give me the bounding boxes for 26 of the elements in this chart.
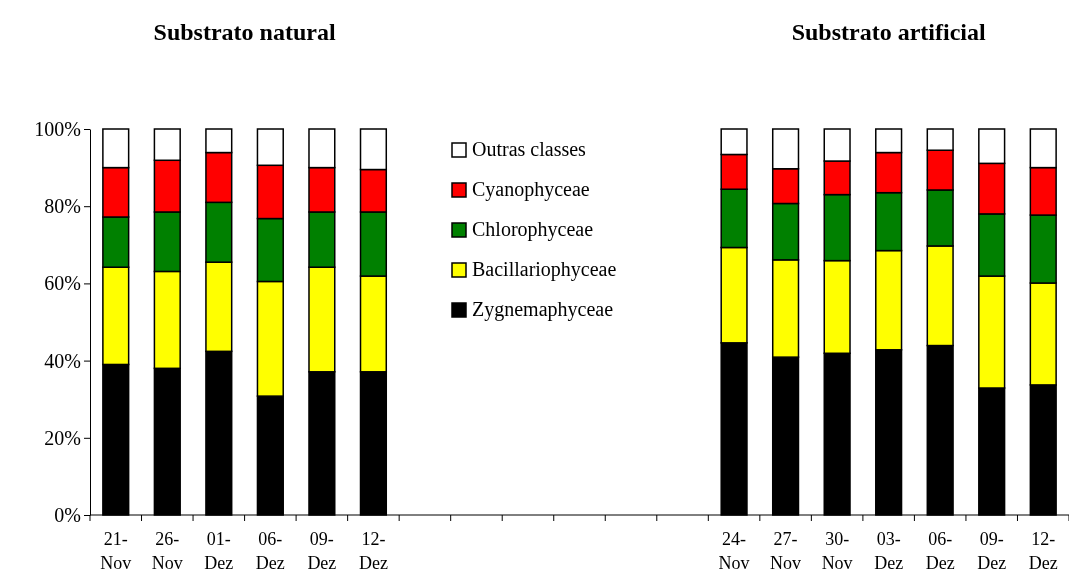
x-tick-label: 26-Nov bbox=[151, 529, 183, 573]
y-tick-label: 100% bbox=[34, 117, 81, 140]
x-tick-label: 12-Dez bbox=[358, 529, 388, 573]
legend-label: Outras classes bbox=[472, 138, 587, 160]
text: Substrato natural bbox=[153, 19, 336, 45]
x-tick-label: 27-Nov bbox=[770, 529, 802, 573]
legend-label: Bacillariophyceae bbox=[472, 258, 617, 281]
x-tick-label: 12-Dez bbox=[1028, 529, 1058, 573]
y-tick-label: 80% bbox=[44, 195, 81, 218]
y-tick-label: 0% bbox=[54, 503, 81, 526]
legend-label: Zygnemaphyceae bbox=[472, 298, 614, 321]
x-tick-label: 06-Dez bbox=[925, 529, 955, 573]
y-tick-label: 20% bbox=[44, 426, 81, 449]
legend-label: Cyanophyceae bbox=[472, 178, 590, 201]
y-tick-label: 60% bbox=[44, 272, 81, 295]
x-tick-label: 06-Dez bbox=[255, 529, 285, 573]
text: Substrato artificial bbox=[791, 19, 986, 45]
x-tick-label: 09-Dez bbox=[977, 529, 1007, 573]
x-tick-label: 09-Dez bbox=[307, 529, 337, 573]
y-tick-label: 40% bbox=[44, 349, 81, 372]
x-tick-label: 01-Dez bbox=[204, 529, 234, 573]
x-tick-label: 24-Nov bbox=[718, 529, 750, 573]
x-tick-label: 21-Nov bbox=[100, 529, 132, 573]
legend-label: Chlorophyceae bbox=[472, 218, 594, 241]
x-tick-label: 30-Nov bbox=[821, 529, 853, 573]
x-tick-label: 03-Dez bbox=[874, 529, 904, 573]
